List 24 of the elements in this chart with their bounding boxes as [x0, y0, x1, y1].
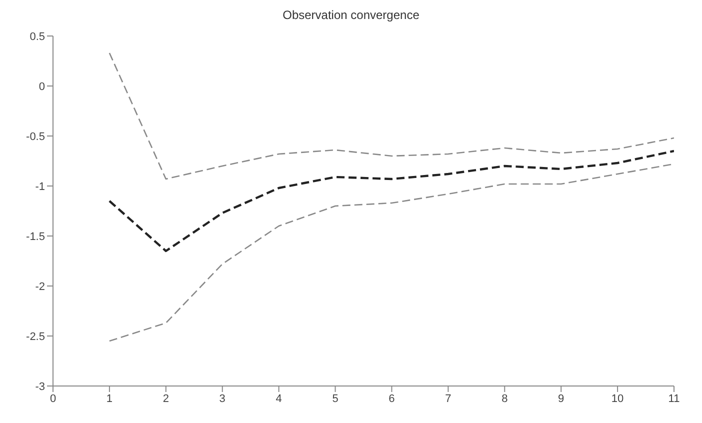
line-series [108, 52, 674, 180]
y-tick-label: -1.5 [26, 230, 45, 243]
x-tick-label: 0 [50, 392, 56, 405]
x-tick-label: 7 [445, 392, 452, 405]
y-tick-label: 0.5 [30, 30, 45, 43]
x-tick-label: 5 [332, 392, 338, 405]
y-tick-label: 0 [38, 80, 45, 93]
chart-title: Observation convergence [282, 8, 420, 24]
line-series [108, 150, 674, 252]
y-tick-label: -2 [35, 280, 45, 293]
x-tick-label: 2 [162, 392, 169, 405]
y-tick-label: -3 [35, 380, 45, 393]
line-series [108, 163, 674, 342]
x-tick-label: 11 [668, 392, 680, 405]
y-tick-label: -0.5 [26, 130, 45, 143]
y-tick-label: -1 [35, 180, 45, 193]
x-tick-label: 8 [502, 392, 508, 405]
x-tick-label: 9 [558, 392, 564, 405]
y-tick-label: -2.5 [26, 330, 45, 343]
x-tick-label: 10 [611, 392, 624, 405]
x-tick-label: 1 [106, 392, 113, 405]
x-tick-label: 6 [388, 392, 395, 405]
x-tick-label: 4 [276, 392, 282, 405]
x-tick-label: 3 [219, 392, 226, 405]
